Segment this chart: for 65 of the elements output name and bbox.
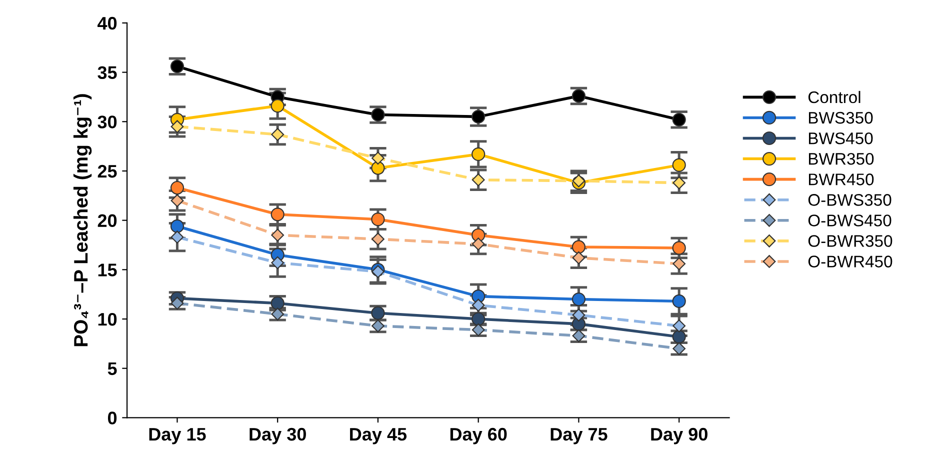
point [572,329,586,342]
x-tick-label: Day 75 [550,428,608,444]
point [371,306,385,320]
point [572,308,586,322]
y-axis-title: PO₄³⁻–P Leached (mg kg⁻¹) [73,94,92,346]
point [472,147,486,162]
point [170,230,184,244]
x-tick-label: Day 60 [450,428,507,444]
point [672,112,686,126]
point [271,228,284,242]
x-tick-label: Day 15 [149,428,206,444]
x-tick-label: Day 30 [250,428,306,444]
point [170,219,184,234]
y-tick-label: 40 [98,16,117,30]
point [472,323,485,336]
legend-label: O-BWR350 [808,235,892,247]
point [572,240,586,254]
point [270,208,284,222]
point [371,108,385,122]
point [170,296,184,310]
y-tick-label: 0 [108,412,117,424]
legend-label: BWS450 [808,132,873,144]
point [372,152,384,165]
point [672,294,686,308]
point [170,180,184,195]
point [572,251,586,264]
point [372,265,384,278]
legend-label: BWR450 [808,174,874,186]
y-tick-label: 15 [98,264,117,276]
y-tick-label: 35 [98,66,117,80]
point [170,194,184,208]
point [371,161,385,175]
point [472,298,485,312]
point [271,256,284,270]
point [672,342,686,356]
point [372,232,384,246]
legend-label: BWR350 [808,152,874,165]
point [271,128,284,141]
point [472,238,485,250]
legend-label: O-BWS350 [808,194,892,206]
y-tick-label: 20 [98,214,117,228]
point [472,312,486,326]
point [270,296,284,310]
point [672,158,686,172]
legend-label: O-BWS450 [808,214,892,226]
point [672,319,686,332]
point [672,330,686,344]
point [372,319,384,332]
y-tick-label: 30 [98,116,117,128]
point [270,99,284,113]
x-tick-label: Day 90 [651,428,708,444]
point [672,176,686,190]
point [271,308,284,321]
y-tick-label: 10 [98,312,117,326]
point [472,173,485,186]
y-tick-label: 5 [108,362,117,376]
point [572,292,586,306]
point [472,110,486,124]
point [371,212,385,226]
point [572,174,586,188]
y-tick-label: 25 [98,164,117,178]
legend-label: BWS350 [808,112,873,124]
legend-label: Control [808,90,860,104]
x-tick-label: Day 45 [350,428,407,444]
legend-label: O-BWR450 [808,256,892,268]
